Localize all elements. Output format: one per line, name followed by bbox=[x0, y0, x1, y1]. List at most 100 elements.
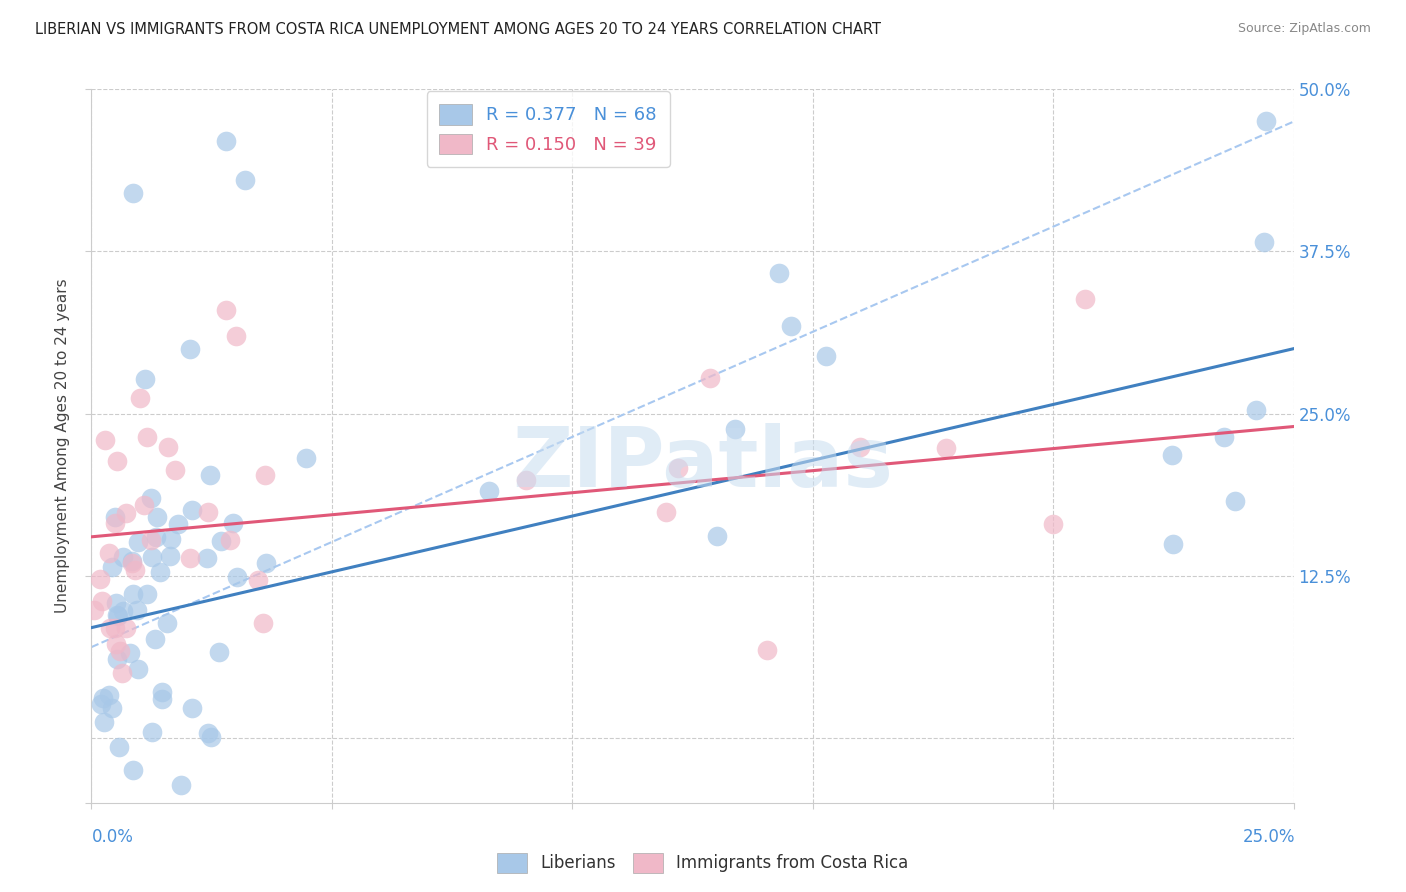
Point bbox=[91, 690, 114, 705]
Point bbox=[105, 637, 128, 651]
Point bbox=[1223, 494, 1246, 508]
Point bbox=[1163, 537, 1185, 551]
Point bbox=[105, 454, 128, 468]
Point bbox=[756, 643, 779, 657]
Point bbox=[98, 621, 121, 635]
Point bbox=[706, 529, 728, 543]
Point bbox=[127, 662, 149, 676]
Point bbox=[121, 554, 143, 568]
Point bbox=[1244, 402, 1267, 417]
Point bbox=[197, 505, 219, 519]
Point bbox=[1213, 430, 1236, 444]
Point bbox=[219, 533, 242, 548]
Point bbox=[156, 615, 179, 630]
Point bbox=[101, 560, 124, 574]
Point bbox=[1160, 448, 1182, 462]
Point bbox=[170, 778, 193, 792]
Point bbox=[115, 621, 138, 635]
Point bbox=[150, 685, 173, 699]
Point bbox=[225, 328, 247, 343]
Point bbox=[1074, 292, 1097, 306]
Point bbox=[132, 498, 155, 512]
Point bbox=[121, 556, 143, 570]
Point bbox=[125, 603, 148, 617]
Point bbox=[135, 587, 157, 601]
Point bbox=[221, 516, 243, 530]
Point bbox=[111, 550, 134, 565]
Point bbox=[141, 533, 163, 547]
Point bbox=[111, 665, 134, 680]
Text: Source: ZipAtlas.com: Source: ZipAtlas.com bbox=[1237, 22, 1371, 36]
Point bbox=[105, 651, 128, 665]
Point bbox=[233, 173, 256, 187]
Point bbox=[118, 647, 141, 661]
Point bbox=[156, 440, 179, 454]
Point bbox=[180, 503, 202, 517]
Legend: Liberians, Immigrants from Costa Rica: Liberians, Immigrants from Costa Rica bbox=[491, 847, 915, 880]
Point bbox=[1042, 516, 1064, 531]
Point bbox=[134, 372, 156, 386]
Point bbox=[724, 422, 747, 436]
Point bbox=[103, 516, 125, 531]
Point bbox=[91, 594, 114, 608]
Point bbox=[108, 740, 131, 755]
Point bbox=[115, 507, 138, 521]
Point bbox=[105, 608, 128, 623]
Point bbox=[127, 535, 149, 549]
Point bbox=[94, 433, 117, 447]
Point bbox=[104, 509, 127, 524]
Point bbox=[143, 632, 166, 646]
Point bbox=[215, 302, 238, 317]
Point bbox=[145, 530, 167, 544]
Point bbox=[83, 603, 105, 617]
Point bbox=[150, 691, 173, 706]
Point bbox=[93, 715, 115, 730]
Point bbox=[226, 570, 249, 584]
Point bbox=[198, 467, 221, 482]
Point bbox=[89, 572, 111, 586]
Text: 0.0%: 0.0% bbox=[91, 828, 134, 846]
Point bbox=[111, 604, 134, 618]
Point bbox=[141, 549, 163, 564]
Point bbox=[101, 701, 124, 715]
Point bbox=[159, 533, 181, 547]
Point bbox=[209, 533, 232, 548]
Point bbox=[108, 644, 131, 658]
Text: LIBERIAN VS IMMIGRANTS FROM COSTA RICA UNEMPLOYMENT AMONG AGES 20 TO 24 YEARS CO: LIBERIAN VS IMMIGRANTS FROM COSTA RICA U… bbox=[35, 22, 882, 37]
Point bbox=[1256, 114, 1278, 128]
Point bbox=[124, 563, 146, 577]
Point bbox=[167, 516, 190, 531]
Point bbox=[247, 574, 270, 588]
Point bbox=[159, 549, 181, 564]
Point bbox=[935, 441, 957, 455]
Point bbox=[129, 391, 152, 405]
Point bbox=[135, 429, 157, 443]
Point bbox=[295, 450, 318, 465]
Point bbox=[208, 645, 231, 659]
Point bbox=[197, 551, 219, 566]
Text: 25.0%: 25.0% bbox=[1243, 828, 1295, 846]
Point bbox=[90, 698, 112, 712]
Point bbox=[515, 473, 537, 487]
Point bbox=[179, 343, 201, 357]
Point bbox=[97, 689, 120, 703]
Point bbox=[112, 819, 135, 833]
Point bbox=[97, 546, 120, 560]
Point bbox=[107, 609, 129, 624]
Point bbox=[779, 318, 801, 333]
Point bbox=[159, 825, 181, 839]
Point bbox=[200, 730, 222, 744]
Point bbox=[252, 615, 274, 630]
Point bbox=[1253, 235, 1275, 249]
Point bbox=[139, 491, 162, 505]
Point bbox=[141, 725, 163, 739]
Point bbox=[146, 509, 169, 524]
Point bbox=[655, 505, 678, 519]
Point bbox=[104, 596, 127, 610]
Point bbox=[149, 565, 172, 579]
Point bbox=[254, 468, 277, 483]
Point bbox=[815, 349, 838, 363]
Text: ZIPatlas: ZIPatlas bbox=[513, 424, 893, 504]
Point bbox=[122, 587, 145, 601]
Point bbox=[215, 134, 238, 148]
